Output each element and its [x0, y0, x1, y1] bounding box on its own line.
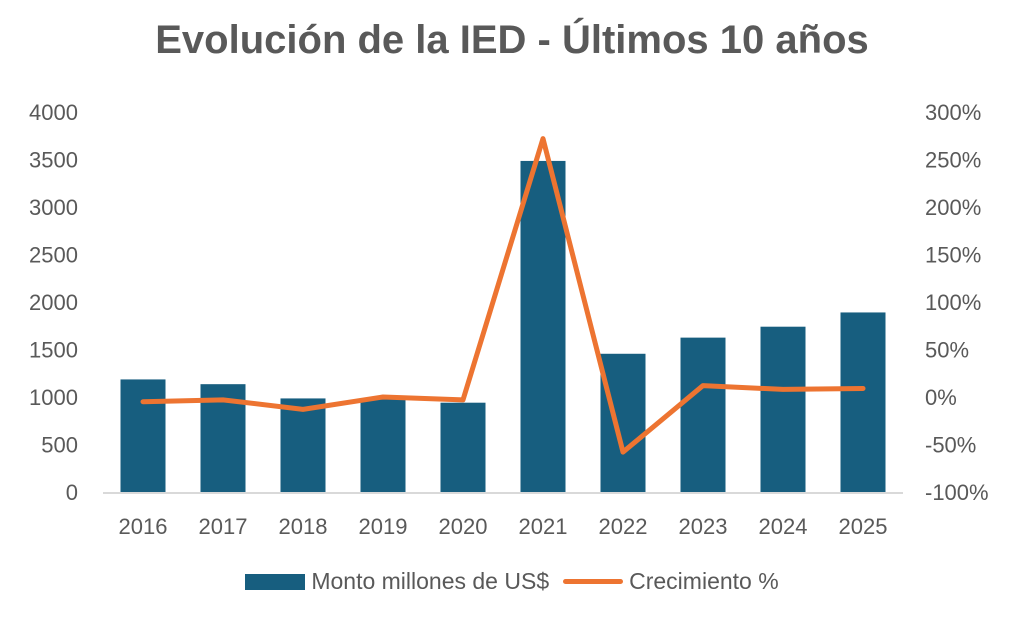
bar-2020	[440, 402, 486, 492]
left-axis-tick-label: 1500	[29, 338, 78, 363]
left-axis-tick-label: 3000	[29, 195, 78, 220]
bar-2016	[120, 379, 166, 492]
right-axis-tick-label: 250%	[925, 148, 981, 173]
right-axis-tick-label: 100%	[925, 290, 981, 315]
x-axis-tick-label: 2017	[199, 514, 248, 539]
bar-2018	[280, 398, 326, 492]
x-axis-tick-label: 2018	[279, 514, 328, 539]
bar-2025	[840, 312, 886, 492]
left-axis-tick-label: 3500	[29, 148, 78, 173]
right-axis-tick-label: 200%	[925, 195, 981, 220]
right-axis-tick-label: 0%	[925, 385, 957, 410]
right-axis-tick-label: -100%	[925, 480, 989, 505]
legend-label-bar: Monto millones de US$	[311, 568, 550, 594]
left-axis-tick-label: 2000	[29, 290, 78, 315]
legend-swatch-line	[563, 579, 624, 584]
chart-title: Evolución de la IED - Últimos 10 años	[155, 18, 869, 62]
right-axis-tick-label: 150%	[925, 243, 981, 268]
right-axis-tick-label: -50%	[925, 433, 976, 458]
x-axis-tick-label: 2020	[439, 514, 488, 539]
legend-swatch-bar	[245, 573, 306, 590]
bar-2022	[600, 353, 646, 492]
left-axis-tick-label: 2500	[29, 243, 78, 268]
x-axis-tick-label: 2019	[359, 514, 408, 539]
x-axis-tick-label: 2021	[519, 514, 568, 539]
bar-2024	[760, 326, 806, 492]
left-axis-tick-label: 500	[41, 433, 78, 458]
bar-2023	[680, 337, 726, 492]
x-axis-tick-label: 2024	[759, 514, 808, 539]
bar-2021	[520, 160, 566, 493]
bar-2019	[360, 399, 406, 492]
x-axis-tick-label: 2025	[839, 514, 888, 539]
growth-line	[140, 136, 866, 455]
x-axis-tick-label: 2016	[119, 514, 168, 539]
legend-item-line: Crecimiento %	[563, 568, 779, 595]
x-axis-tick-label: 2023	[679, 514, 728, 539]
left-axis-tick-label: 1000	[29, 385, 78, 410]
right-axis-tick-label: 300%	[925, 100, 981, 125]
legend: Monto millones de US$ Crecimiento %	[0, 568, 1024, 595]
legend-label-line: Crecimiento %	[629, 568, 779, 594]
right-axis-tick-label: 50%	[925, 338, 969, 363]
legend-item-bar: Monto millones de US$	[245, 568, 549, 595]
left-axis-tick-label: 4000	[29, 100, 78, 125]
x-axis-tick-label: 2022	[599, 514, 648, 539]
left-axis-tick-label: 0	[66, 480, 78, 505]
